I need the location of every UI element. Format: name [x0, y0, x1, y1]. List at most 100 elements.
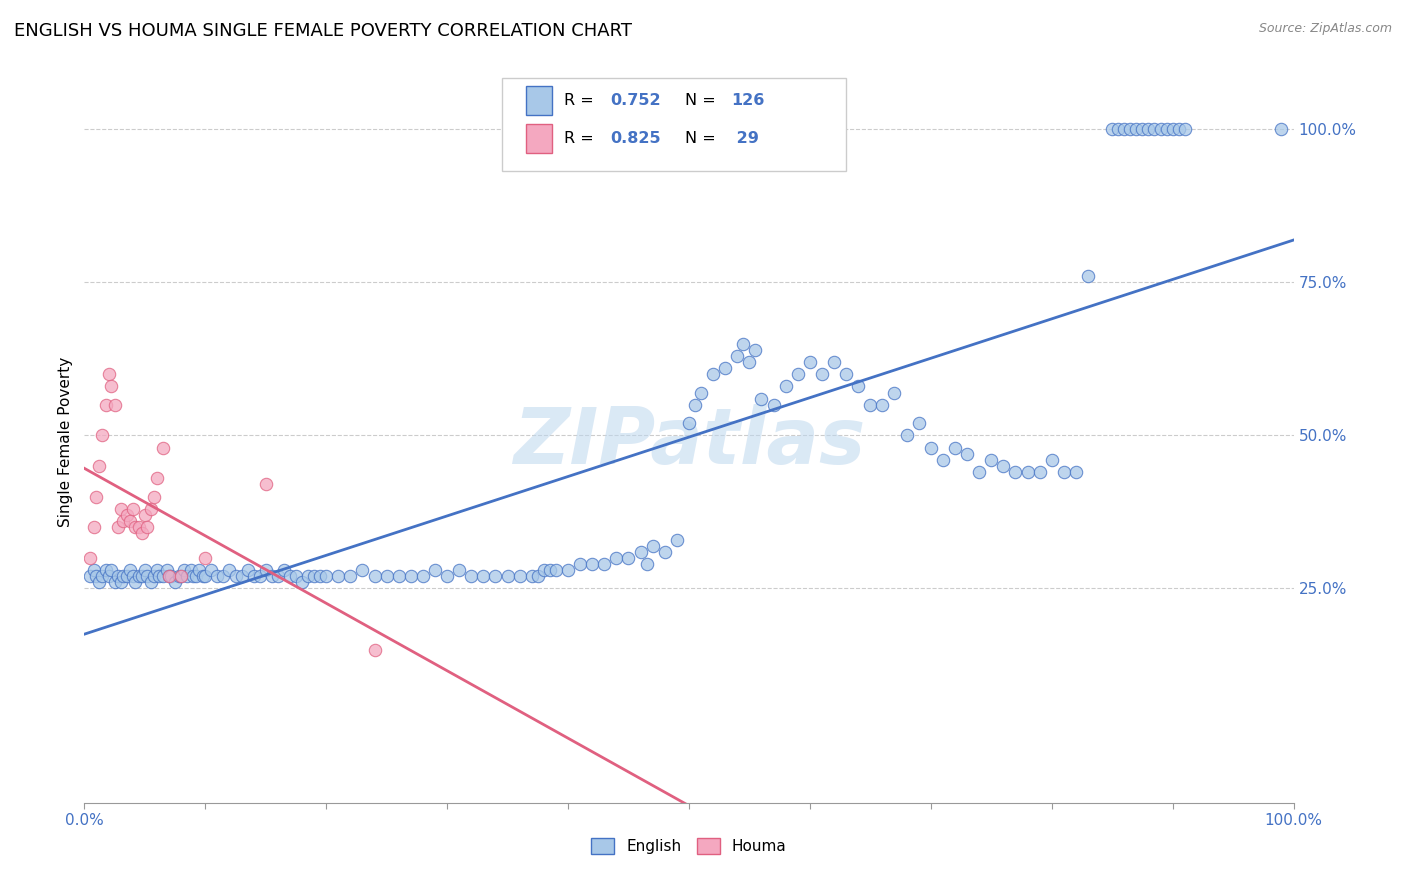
Point — [654, 545, 676, 559]
Point — [86, 569, 108, 583]
Point — [121, 502, 143, 516]
Point — [309, 569, 332, 583]
Point — [636, 557, 658, 571]
Point — [170, 569, 193, 583]
Point — [775, 379, 797, 393]
Point — [859, 398, 882, 412]
Point — [484, 569, 506, 583]
Point — [207, 569, 229, 583]
Point — [94, 398, 117, 412]
Point — [1125, 122, 1147, 136]
Point — [1161, 122, 1184, 136]
Point — [143, 490, 166, 504]
Point — [1077, 269, 1099, 284]
Point — [1004, 465, 1026, 479]
Point — [139, 502, 162, 516]
Point — [315, 569, 337, 583]
Point — [1107, 122, 1129, 136]
Point — [134, 508, 156, 522]
Point — [110, 502, 132, 516]
Point — [993, 458, 1015, 473]
Point — [91, 428, 114, 442]
Point — [520, 569, 543, 583]
Point — [121, 569, 143, 583]
Text: Source: ZipAtlas.com: Source: ZipAtlas.com — [1258, 22, 1392, 36]
Point — [191, 569, 214, 583]
Point — [1174, 122, 1197, 136]
Point — [278, 569, 301, 583]
Point — [152, 441, 174, 455]
Point — [97, 367, 120, 381]
Legend: English, Houma: English, Houma — [585, 832, 793, 860]
Point — [181, 569, 204, 583]
Point — [165, 575, 187, 590]
Text: 126: 126 — [731, 93, 765, 108]
Point — [472, 569, 495, 583]
Point — [291, 575, 314, 590]
Point — [630, 545, 652, 559]
Y-axis label: Single Female Poverty: Single Female Poverty — [58, 357, 73, 526]
Point — [1017, 465, 1039, 479]
Point — [115, 569, 138, 583]
Point — [835, 367, 858, 381]
Point — [249, 569, 271, 583]
Point — [533, 563, 555, 577]
Point — [872, 398, 894, 412]
Point — [100, 379, 122, 393]
Point — [751, 392, 773, 406]
Point — [110, 575, 132, 590]
Point — [218, 563, 240, 577]
Point — [846, 379, 869, 393]
Point — [363, 569, 385, 583]
Point — [79, 550, 101, 565]
Point — [86, 490, 108, 504]
Point — [557, 563, 579, 577]
Point — [823, 355, 845, 369]
Point — [91, 569, 114, 583]
Point — [194, 550, 217, 565]
Point — [83, 563, 105, 577]
Point — [399, 569, 422, 583]
Point — [120, 563, 142, 577]
Point — [104, 398, 127, 412]
Point — [1167, 122, 1189, 136]
Point — [94, 563, 117, 577]
Point — [956, 447, 979, 461]
Point — [83, 520, 105, 534]
Point — [375, 569, 398, 583]
Point — [683, 398, 706, 412]
Text: ENGLISH VS HOUMA SINGLE FEMALE POVERTY CORRELATION CHART: ENGLISH VS HOUMA SINGLE FEMALE POVERTY C… — [14, 22, 633, 40]
Point — [786, 367, 808, 381]
Text: 0.825: 0.825 — [610, 131, 661, 146]
Text: R =: R = — [564, 131, 599, 146]
Point — [124, 520, 146, 534]
Point — [932, 453, 955, 467]
Point — [297, 569, 319, 583]
Point — [180, 563, 202, 577]
Point — [225, 569, 247, 583]
Point — [87, 458, 110, 473]
Point — [120, 514, 142, 528]
Point — [236, 563, 259, 577]
Point — [104, 575, 127, 590]
Point — [702, 367, 724, 381]
Point — [160, 569, 183, 583]
Point — [641, 539, 664, 553]
Point — [1143, 122, 1166, 136]
Point — [352, 563, 374, 577]
Point — [1114, 122, 1136, 136]
Point — [388, 569, 411, 583]
Point — [124, 575, 146, 590]
Text: N =: N = — [685, 131, 721, 146]
Point — [157, 569, 180, 583]
Point — [690, 385, 713, 400]
Point — [544, 563, 567, 577]
Point — [1028, 465, 1050, 479]
Point — [436, 569, 458, 583]
Point — [188, 563, 211, 577]
Point — [617, 550, 640, 565]
Point — [143, 569, 166, 583]
Point — [714, 361, 737, 376]
Point — [128, 520, 150, 534]
Point — [605, 550, 627, 565]
